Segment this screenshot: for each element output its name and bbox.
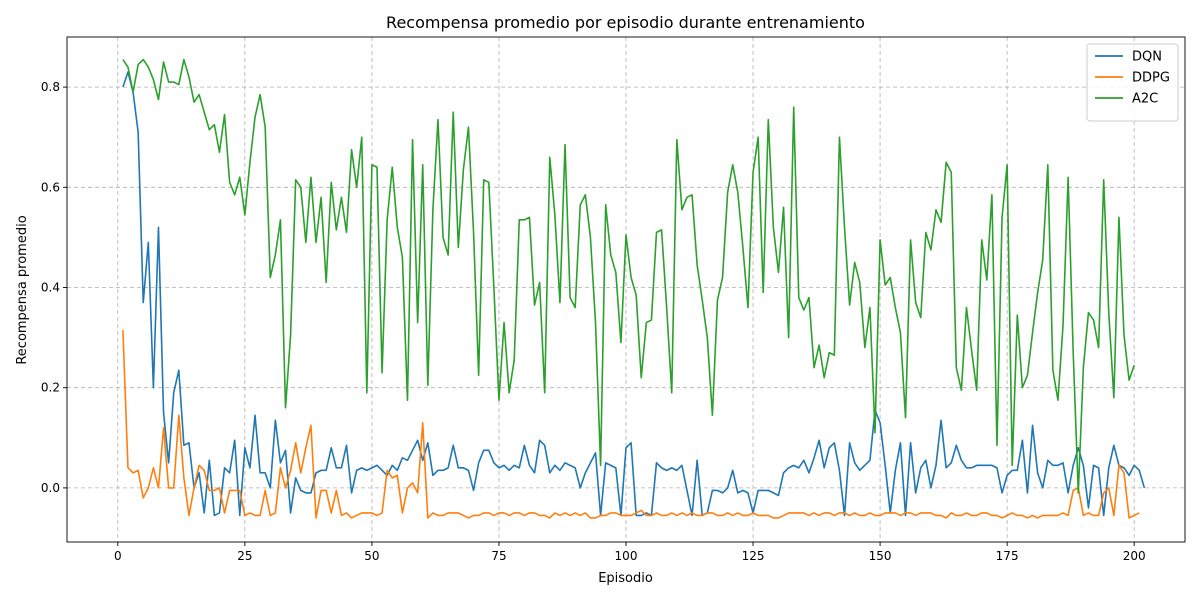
y-axis-label: Recompensa promedio	[15, 215, 30, 364]
series-line-ddpg	[122, 330, 1140, 519]
x-tick-label: 125	[742, 549, 765, 563]
series-lines	[122, 58, 1146, 519]
x-axis-label: Episodio	[598, 571, 653, 586]
x-tick-label: 75	[491, 549, 506, 563]
x-tick-label: 50	[364, 549, 379, 563]
series-line-a2c	[122, 58, 1135, 494]
y-tick-label: 0.6	[41, 180, 60, 194]
y-tick-label: 0.4	[41, 280, 60, 294]
chart-title: Recompensa promedio por episodio durante…	[386, 13, 865, 32]
legend: DQN DDPG A2C	[1086, 43, 1179, 122]
y-tick-label: 0.0	[41, 481, 60, 495]
x-axis-ticks: 0 25 50 75 100 125 150 175 200	[114, 542, 1146, 563]
y-tick-label: 0.8	[41, 80, 60, 94]
x-tick-label: 175	[996, 549, 1019, 563]
x-tick-label: 100	[615, 549, 638, 563]
x-tick-label: 150	[869, 549, 892, 563]
legend-box	[1086, 43, 1179, 122]
y-tick-label: 0.2	[41, 381, 60, 395]
legend-label-dqn: DQN	[1132, 50, 1162, 65]
y-axis-ticks: 0.0 0.2 0.4 0.6 0.8	[41, 80, 67, 495]
legend-label-a2c: A2C	[1132, 92, 1158, 107]
x-tick-label: 200	[1123, 549, 1146, 563]
series-line-dqn	[122, 71, 1146, 517]
x-tick-label: 25	[237, 549, 252, 563]
legend-label-ddpg: DDPG	[1132, 71, 1170, 86]
x-tick-label: 0	[114, 549, 122, 563]
